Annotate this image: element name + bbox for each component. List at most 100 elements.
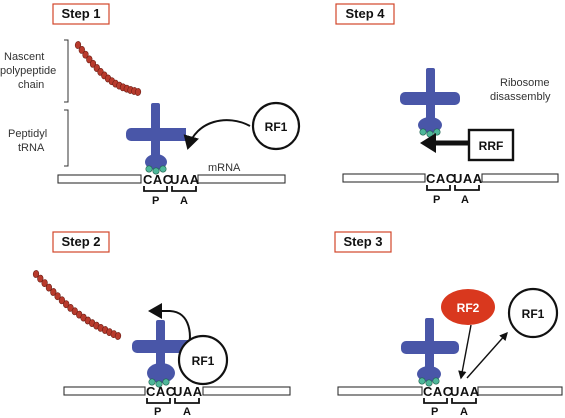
ribosome-dot <box>145 165 153 173</box>
a-codon-4: UAA <box>453 171 483 186</box>
panel-step-2: Step 2 RF1 CAC UAA P A <box>32 231 291 418</box>
rf2-factor: RF2 <box>441 289 495 325</box>
a-codon-2: UAA <box>173 384 203 399</box>
nascent-chain-label: Nascent polypeptide chain <box>0 51 56 91</box>
ribosome-dot <box>419 128 427 136</box>
p-codon-3: CAC <box>423 384 453 399</box>
ribosome-dot <box>148 378 156 386</box>
disassembly-line-1: Ribosome <box>500 77 550 89</box>
rf1-label-step3: RF1 <box>522 307 545 321</box>
peptidyl-trna-label: Peptidyl tRNA <box>8 128 47 154</box>
a-site-label-2: A <box>183 406 191 418</box>
mrna-strand-right-2 <box>202 386 291 396</box>
peptide-bead <box>114 332 122 340</box>
rf1-label-step1: RF1 <box>265 120 288 134</box>
nascent-bracket <box>64 39 69 103</box>
p-site-label-3: P <box>431 406 438 418</box>
mrna-strand-right <box>197 174 286 184</box>
step-3-label: Step 3 <box>343 234 382 249</box>
a-site-bracket <box>171 186 197 192</box>
nascent-line-3: chain <box>18 79 44 91</box>
p-site-bracket <box>143 186 168 192</box>
a-site-label: A <box>180 195 188 207</box>
a-site-bracket-4 <box>454 185 480 191</box>
peptide-bead <box>78 46 85 54</box>
trna-1 <box>126 103 186 175</box>
a-site-label-4: A <box>461 194 469 206</box>
rf2-binding-arrow <box>458 324 472 380</box>
panel-step-4: Step 4 Ribosome disassembly RRF CAC UAA … <box>335 3 559 206</box>
a-site-label-3: A <box>460 406 468 418</box>
rf1-factor-step2: RF1 <box>177 334 229 386</box>
peptide-bead <box>54 292 61 301</box>
trna-2 <box>132 320 196 383</box>
rf1-approach-arrow <box>183 119 251 150</box>
peptidyl-line-1: Peptidyl <box>8 128 47 140</box>
step-1-label: Step 1 <box>61 6 100 21</box>
p-codon-2: CAC <box>146 384 176 399</box>
trna-3 <box>401 318 459 387</box>
ribosome-dot <box>159 165 167 173</box>
ribosome-dot <box>162 378 170 386</box>
step-3-box <box>334 231 392 253</box>
peptidyl-bracket <box>64 109 69 167</box>
peptidyl-line-2: tRNA <box>18 142 45 154</box>
mrna-strand-right-4 <box>481 173 559 183</box>
ribosome-dot <box>432 377 440 385</box>
rf2-shape <box>441 289 495 325</box>
peptide-bead <box>37 274 44 283</box>
peptide-bead <box>134 88 142 96</box>
step-4-label: Step 4 <box>345 6 385 21</box>
p-site-bracket-4 <box>426 185 451 191</box>
a-codon: UAA <box>170 172 200 187</box>
disassembly-line-2: disassembly <box>490 91 551 103</box>
p-codon-4: CAC <box>426 171 456 186</box>
nascent-line-2: polypeptide <box>0 65 56 77</box>
peptide-bead <box>45 283 53 292</box>
panel-step-1: Step 1 Nascent polypeptide chain Peptidy… <box>0 3 301 207</box>
mrna-strand-left <box>57 174 142 184</box>
ribosome-dot <box>152 167 160 175</box>
peptide-bead <box>74 41 82 49</box>
a-codon-3: UAA <box>450 384 480 399</box>
step-2-label: Step 2 <box>61 234 100 249</box>
p-codon: CAC <box>143 172 173 187</box>
rrf-arrow-head <box>420 133 436 153</box>
step-4-box <box>335 3 395 25</box>
rf1-factor-step3: RF1 <box>507 287 559 339</box>
a-site-bracket-3 <box>451 398 477 404</box>
ribosome-dot <box>155 380 163 388</box>
ribosome-dot <box>418 377 426 385</box>
trna-4 <box>400 68 460 138</box>
ribosome-dot <box>425 379 433 387</box>
p-site-bracket-2 <box>146 398 171 404</box>
peptide-bead <box>50 288 57 296</box>
peptide-bead <box>32 270 40 278</box>
rf1-release-arrow <box>466 331 508 379</box>
peptide-bead <box>82 50 89 59</box>
rf1-factor-step1: RF1 <box>251 101 301 151</box>
peptide-chain-2 <box>32 270 122 340</box>
nascent-line-1: Nascent <box>4 51 44 63</box>
mrna-strand-left-4 <box>342 173 426 183</box>
mrna-label: mRNA <box>208 162 241 174</box>
step-2-box <box>52 231 110 253</box>
step-1-box <box>52 3 110 25</box>
peptide-bead <box>58 296 66 305</box>
mrna-strand-left-2 <box>63 386 146 396</box>
peptide-bead <box>41 279 48 287</box>
p-site-bracket-3 <box>423 398 448 404</box>
rrf-label: RRF <box>479 139 504 153</box>
p-site-label-4: P <box>433 194 440 206</box>
mrna-strand-right-3 <box>477 386 563 396</box>
p-site-label: P <box>152 195 159 207</box>
peptide-chain-1 <box>74 41 142 96</box>
panel-step-3: Step 3 RF2 RF1 CAC UAA P A <box>334 231 563 418</box>
mrna-strand-left-3 <box>337 386 423 396</box>
p-site-label-2: P <box>154 406 161 418</box>
rf2-label: RF2 <box>457 301 480 315</box>
rrf-box <box>467 128 515 162</box>
a-site-bracket-2 <box>174 398 200 404</box>
rf1-label-step2: RF1 <box>192 354 215 368</box>
